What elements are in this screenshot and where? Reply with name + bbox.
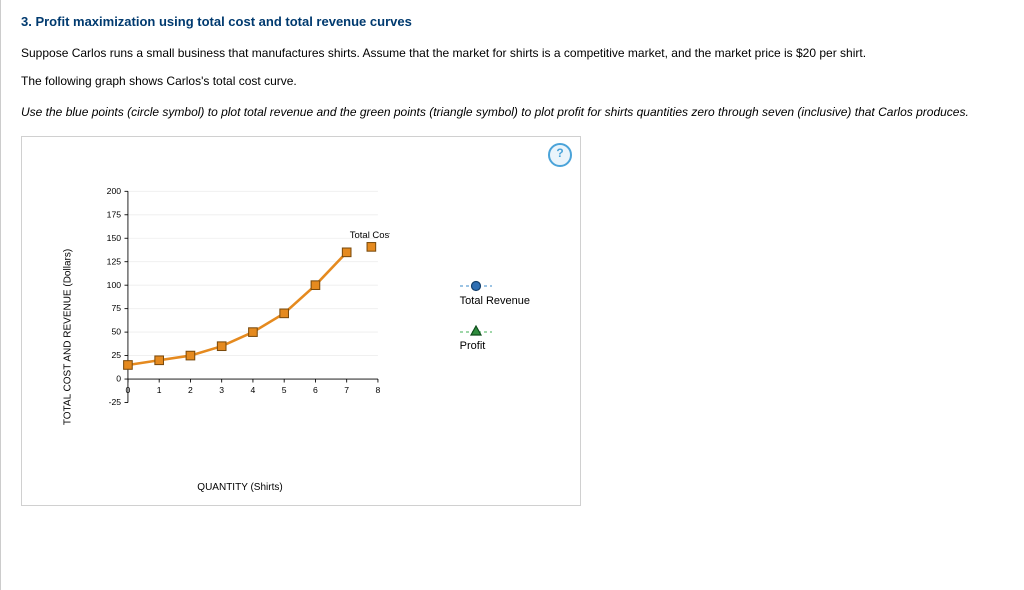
question-paragraph-2: The following graph shows Carlos's total… [21, 71, 1004, 91]
chart-area[interactable]: TOTAL COST AND REVENUE (Dollars) -250255… [62, 177, 562, 497]
triangle-icon [460, 325, 492, 340]
svg-text:75: 75 [111, 303, 121, 313]
x-axis-label: QUANTITY (Shirts) [197, 482, 282, 493]
svg-text:2: 2 [188, 385, 193, 395]
circle-icon [460, 280, 492, 295]
svg-text:175: 175 [107, 210, 122, 220]
svg-text:0: 0 [116, 374, 121, 384]
svg-text:4: 4 [251, 385, 256, 395]
svg-text:6: 6 [313, 385, 318, 395]
legend: Total Revenue Profit [460, 262, 530, 370]
svg-text:200: 200 [107, 187, 122, 196]
svg-text:1: 1 [157, 385, 162, 395]
svg-text:Total Cost: Total Cost [350, 230, 390, 241]
svg-text:-25: -25 [109, 397, 122, 407]
question-title: 3. Profit maximization using total cost … [21, 14, 1004, 29]
legend-item-total-revenue[interactable]: Total Revenue [460, 280, 530, 307]
y-axis-label: TOTAL COST AND REVENUE (Dollars) [63, 249, 74, 425]
question-paragraph-1: Suppose Carlos runs a small business tha… [21, 43, 1004, 63]
svg-text:50: 50 [111, 327, 121, 337]
legend-item-profit[interactable]: Profit [460, 325, 530, 352]
svg-text:5: 5 [282, 385, 287, 395]
svg-text:7: 7 [344, 385, 349, 395]
svg-text:3: 3 [219, 385, 224, 395]
legend-label-profit: Profit [460, 340, 486, 352]
svg-text:25: 25 [111, 350, 121, 360]
svg-text:150: 150 [107, 233, 122, 243]
legend-label-total-revenue: Total Revenue [460, 295, 530, 307]
svg-text:8: 8 [376, 385, 381, 395]
svg-text:100: 100 [107, 280, 122, 290]
svg-text:125: 125 [107, 256, 122, 266]
graph-card: ? TOTAL COST AND REVENUE (Dollars) -25 0 2… [21, 136, 581, 506]
help-button[interactable]: ? [548, 143, 572, 167]
chart-plot[interactable]: -250255075100125150175200012345678Total … [90, 187, 390, 437]
question-instruction: Use the blue points (circle symbol) to p… [21, 102, 1004, 122]
